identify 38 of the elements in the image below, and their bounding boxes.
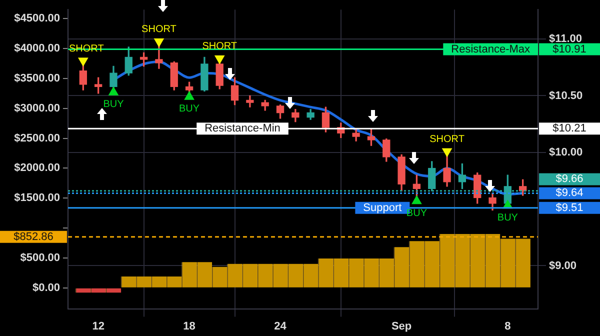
y2-tick-label: $10.50 [549, 90, 583, 102]
ref-line-label: Support [363, 202, 402, 214]
y-tick-label: $4000.00 [14, 42, 60, 55]
y-tick-label: $3000.00 [14, 102, 60, 114]
x-tick-label: 24 [274, 320, 288, 332]
y2-tick-label: $11.00 [549, 33, 582, 46]
data-label: SHORT [430, 134, 464, 146]
x-tick-label: Sep [391, 320, 412, 332]
text: $10.91 [552, 43, 586, 56]
y2-tick-label: $9.00 [549, 260, 577, 272]
y-tick-label: $1500.00 [14, 192, 60, 204]
data-label: SHORT [142, 24, 176, 36]
y2-tick-label: $10.00 [549, 146, 583, 158]
point [154, 38, 164, 47]
point [412, 196, 422, 204]
y-tick-label: $3500.00 [14, 72, 60, 84]
point [214, 55, 224, 64]
y-tick-label: $2000.00 [14, 162, 60, 174]
y-tick-label: $0.00 [32, 282, 60, 294]
data-label: BUY [103, 99, 124, 110]
x-tick-label: 8 [504, 320, 511, 332]
x-tick-label: 12 [92, 320, 104, 332]
y-tick-label: $2500.00 [14, 132, 60, 144]
y-tick-label: $500.00 [20, 252, 60, 264]
point [78, 58, 88, 66]
data-label: BUY [497, 212, 518, 224]
y-tick-label: $4500.00 [14, 12, 60, 25]
x-tick-label: 18 [183, 320, 196, 332]
data-label: BUY [179, 104, 200, 115]
ref-line-label: Resistance-Max [451, 43, 530, 56]
text: $9.66 [556, 173, 584, 186]
text: $9.51 [556, 202, 584, 214]
candlestick [246, 95, 254, 108]
text: $10.21 [552, 122, 586, 135]
text: $9.64 [556, 187, 584, 200]
text: $852.86 [14, 230, 54, 243]
data-label: BUY [406, 208, 428, 219]
ref-line-label: Resistance-Min [204, 122, 280, 135]
